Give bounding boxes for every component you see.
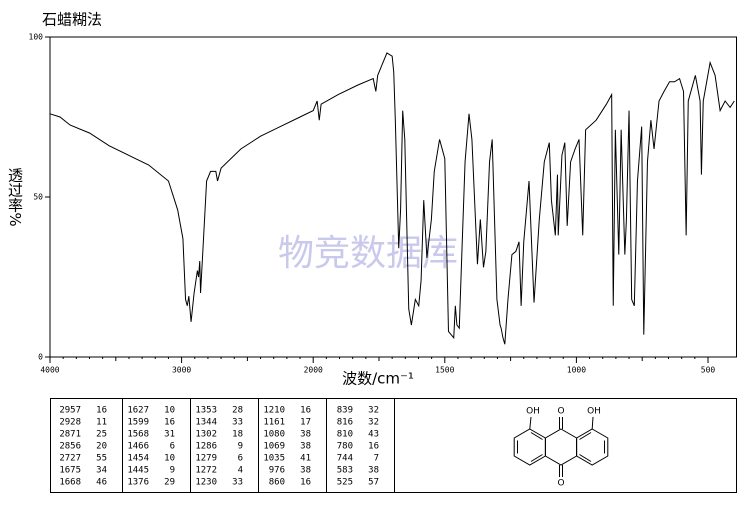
table-cell: 1454 <box>127 454 149 464</box>
table-cell: 1376 <box>127 478 149 488</box>
table-cell: 7 <box>374 454 379 464</box>
table-cell: 860 <box>269 478 285 488</box>
table-cell: 2957 <box>59 406 81 416</box>
table-cell: 583 <box>337 466 353 476</box>
table-cell: 33 <box>232 478 243 488</box>
table-cell: 33 <box>232 418 243 428</box>
table-cell: 2928 <box>59 418 81 428</box>
table-cell: 1035 <box>263 454 285 464</box>
atom-label: O <box>557 479 564 489</box>
table-cell: 38 <box>300 442 311 452</box>
x-tick-label: 2000 <box>304 366 323 375</box>
table-cell: 1627 <box>127 406 149 416</box>
table-cell: 4 <box>238 466 243 476</box>
table-cell: 41 <box>300 454 311 464</box>
table-cell: 10 <box>164 406 175 416</box>
table-cell: 16 <box>300 478 311 488</box>
x-tick-label: 3000 <box>172 366 191 375</box>
table-cell: 1279 <box>195 454 217 464</box>
table-cell: 6 <box>170 442 175 452</box>
table-cell: 1668 <box>59 478 81 488</box>
table-cell: 1230 <box>195 478 217 488</box>
table-cell: 2856 <box>59 442 81 452</box>
table-cell: 1599 <box>127 418 149 428</box>
table-cell: 525 <box>337 478 353 488</box>
chart-title: 石蜡糊法 <box>42 11 102 29</box>
table-cell: 1272 <box>195 466 217 476</box>
table-cell: 17 <box>300 418 311 428</box>
table-cell: 1069 <box>263 442 285 452</box>
y-tick-label: 50 <box>33 193 43 202</box>
table-cell: 1344 <box>195 418 217 428</box>
table-cell: 57 <box>368 478 379 488</box>
table-cell: 16 <box>96 406 107 416</box>
y-tick-label: 100 <box>29 33 44 42</box>
table-cell: 16 <box>164 418 175 428</box>
table-cell: 810 <box>337 430 353 440</box>
plot-frame <box>49 36 737 358</box>
table-cell: 16 <box>368 442 379 452</box>
peak-table-frame <box>50 398 737 493</box>
table-cell: 744 <box>337 454 353 464</box>
y-axis-label: 透过率% <box>6 167 24 226</box>
watermark: 物竞数据库 <box>278 233 458 274</box>
table-cell: 1302 <box>195 430 217 440</box>
table-cell: 816 <box>337 418 353 428</box>
table-cell: 1161 <box>263 418 285 428</box>
table-cell: 1080 <box>263 430 285 440</box>
table-cell: 1353 <box>195 406 217 416</box>
table-cell: 2871 <box>59 430 81 440</box>
table-cell: 1675 <box>59 466 81 476</box>
structure-bonds <box>513 416 609 477</box>
table-cell: 839 <box>337 406 353 416</box>
x-tick-label: 500 <box>701 366 716 375</box>
table-cell: 11 <box>96 418 107 428</box>
table-cell: 1286 <box>195 442 217 452</box>
atom-label: O <box>557 407 564 417</box>
table-cell: 9 <box>170 466 175 476</box>
y-tick-label: 0 <box>38 353 43 362</box>
atom-label: OH <box>526 407 540 417</box>
table-cell: 38 <box>300 466 311 476</box>
table-cell: 1210 <box>263 406 285 416</box>
table-cell: 1466 <box>127 442 149 452</box>
x-tick-label: 4000 <box>40 366 59 375</box>
spectrum-line <box>49 52 735 345</box>
table-cell: 18 <box>232 430 243 440</box>
table-cell: 28 <box>232 406 243 416</box>
table-cell: 976 <box>269 466 285 476</box>
table-cell: 25 <box>96 430 107 440</box>
table-cell: 55 <box>96 454 107 464</box>
table-cell: 780 <box>337 442 353 452</box>
table-cell: 34 <box>96 466 107 476</box>
table-cell: 32 <box>368 418 379 428</box>
table-cell: 46 <box>96 478 107 488</box>
table-cell: 31 <box>164 430 175 440</box>
x-tick-label: 1000 <box>567 366 586 375</box>
table-cell: 16 <box>300 406 311 416</box>
table-cell: 38 <box>368 466 379 476</box>
x-axis-label: 波数/cm⁻¹ <box>342 370 414 388</box>
table-cell: 43 <box>368 430 379 440</box>
x-tick-label: 1500 <box>435 366 454 375</box>
table-cell: 32 <box>368 406 379 416</box>
table-cell: 10 <box>164 454 175 464</box>
table-cell: 1568 <box>127 430 149 440</box>
atom-label: OH <box>587 407 601 417</box>
table-cell: 38 <box>300 430 311 440</box>
table-cell: 2727 <box>59 454 81 464</box>
table-cell: 9 <box>238 442 243 452</box>
table-cell: 1445 <box>127 466 149 476</box>
table-cell: 20 <box>96 442 107 452</box>
table-cell: 29 <box>164 478 175 488</box>
table-cell: 6 <box>238 454 243 464</box>
